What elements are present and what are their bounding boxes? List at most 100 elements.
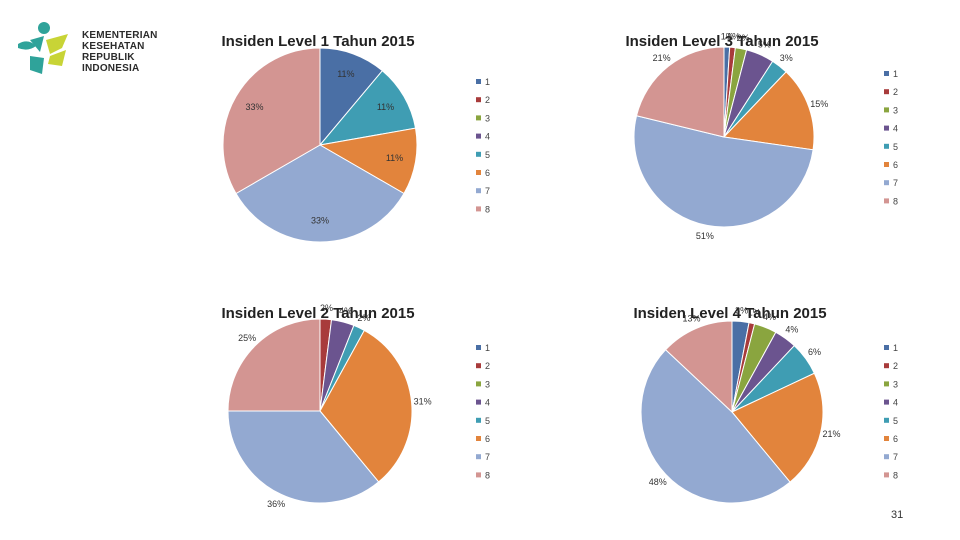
slice-data-label: 21% — [653, 53, 671, 63]
legend-label: 1 — [893, 69, 898, 79]
chart-legend: 1 2 3 4 5 6 7 8 — [884, 69, 898, 206]
page-number: 31 — [891, 509, 904, 521]
slice-data-label: 25% — [238, 333, 256, 343]
chart-legend: 1 2 3 4 5 6 7 8 — [476, 77, 490, 214]
pie-slice-7 — [227, 410, 380, 504]
legend-swatch — [476, 381, 481, 387]
slice-data-label: 11% — [337, 69, 354, 79]
legend-swatch — [884, 162, 889, 167]
pie-slice-8 — [227, 318, 321, 412]
legend-label: 4 — [485, 132, 490, 142]
legend-swatch — [884, 143, 889, 149]
pie-slice-7 — [235, 144, 405, 243]
legend-swatch — [476, 417, 481, 423]
pie-slice-8 — [222, 47, 321, 195]
slice-data-label: 2% — [320, 303, 333, 313]
legend-swatch — [884, 363, 889, 369]
legend-label: 8 — [893, 196, 898, 206]
legend-swatch — [476, 345, 481, 350]
pie-slice-6 — [722, 71, 815, 151]
slice-data-label: 21% — [822, 429, 840, 439]
legend-label: 7 — [893, 452, 898, 462]
slice-data-label: 33% — [311, 216, 329, 226]
legend-label: 6 — [893, 160, 898, 170]
legend-swatch — [476, 363, 481, 369]
logo-line: KEMENTERIAN — [82, 30, 158, 41]
slice-data-label: 5% — [758, 40, 771, 50]
legend-label: 2 — [485, 95, 490, 105]
legend-swatch — [884, 345, 889, 350]
legend-swatch — [884, 472, 889, 478]
pie-slice-6 — [319, 329, 413, 483]
pie-slice-6 — [318, 127, 418, 195]
chart-title: Insiden Level 1 Tahun 2015 — [221, 33, 414, 50]
legend-swatch — [476, 436, 481, 441]
legend-swatch — [476, 115, 481, 121]
chart-title: Insiden Level 2 Tahun 2015 — [221, 305, 414, 322]
legend-label: 3 — [893, 379, 898, 389]
ministry-logo — [18, 22, 68, 74]
legend-swatch — [884, 198, 889, 204]
logo-emblem-icon — [18, 22, 68, 74]
slice-data-label: 2% — [737, 33, 750, 43]
legend-swatch — [476, 206, 481, 212]
pie-slice-8 — [635, 46, 725, 138]
legend-swatch — [884, 107, 889, 113]
pie-slice-8 — [664, 320, 733, 414]
legend-label: 6 — [485, 434, 490, 444]
legend-label: 4 — [485, 398, 490, 408]
legend-label: 7 — [485, 452, 490, 462]
legend-swatch — [884, 125, 889, 131]
slice-data-label: 11% — [377, 102, 394, 112]
slice-data-label: 36% — [267, 499, 285, 509]
chart-legend: 1 2 3 4 5 6 7 8 — [884, 343, 898, 480]
legend-label: 7 — [485, 186, 490, 196]
legend-label: 6 — [893, 434, 898, 444]
legend-swatch — [476, 97, 481, 103]
legend-swatch — [476, 472, 481, 478]
slice-data-label: 3% — [780, 53, 793, 63]
legend-swatch — [884, 89, 889, 95]
legend-label: 7 — [893, 178, 898, 188]
legend-label: 1 — [485, 77, 490, 87]
pie-slice-7 — [633, 115, 814, 228]
legend-swatch — [884, 436, 889, 441]
chart-title: Insiden Level 4 Tahun 2015 — [633, 305, 826, 322]
slice-data-label: 4% — [339, 306, 352, 316]
slice-data-label: 6% — [808, 347, 821, 357]
legend-label: 5 — [893, 142, 898, 152]
slice-data-label: 1% — [721, 31, 734, 41]
legend-label: 8 — [893, 470, 898, 480]
slice-data-label: 4% — [785, 325, 798, 335]
slice-data-label: 31% — [414, 396, 432, 406]
slice-data-label: 15% — [810, 99, 828, 109]
legend-swatch — [476, 399, 481, 405]
slice-data-label: 48% — [649, 477, 667, 487]
legend-label: 5 — [485, 416, 490, 426]
legend-swatch — [884, 454, 889, 460]
legend-swatch — [884, 399, 889, 405]
legend-label: 1 — [485, 343, 490, 353]
slice-data-label: 33% — [245, 102, 263, 112]
chart-title: Insiden Level 3 Tahun 2015 — [625, 33, 818, 50]
slice-data-label: 51% — [696, 231, 714, 241]
legend-label: 4 — [893, 398, 898, 408]
legend-swatch — [476, 151, 481, 157]
legend-swatch — [884, 71, 889, 76]
legend-label: 6 — [485, 168, 490, 178]
legend-swatch — [884, 381, 889, 387]
legend-swatch — [476, 133, 481, 139]
chart-legend: 1 2 3 4 5 6 7 8 — [476, 343, 490, 480]
legend-label: 3 — [485, 379, 490, 389]
legend-swatch — [884, 417, 889, 423]
slice-data-label: 1% — [748, 308, 761, 318]
logo-text: KEMENTERIAN KESEHATAN REPUBLIK INDONESIA — [82, 30, 158, 74]
legend-swatch — [476, 454, 481, 460]
slice-data-label: 4% — [763, 312, 776, 322]
slice-data-label: 2% — [357, 313, 370, 323]
slice-data-label: 11% — [386, 153, 403, 163]
legend-label: 2 — [485, 361, 490, 371]
